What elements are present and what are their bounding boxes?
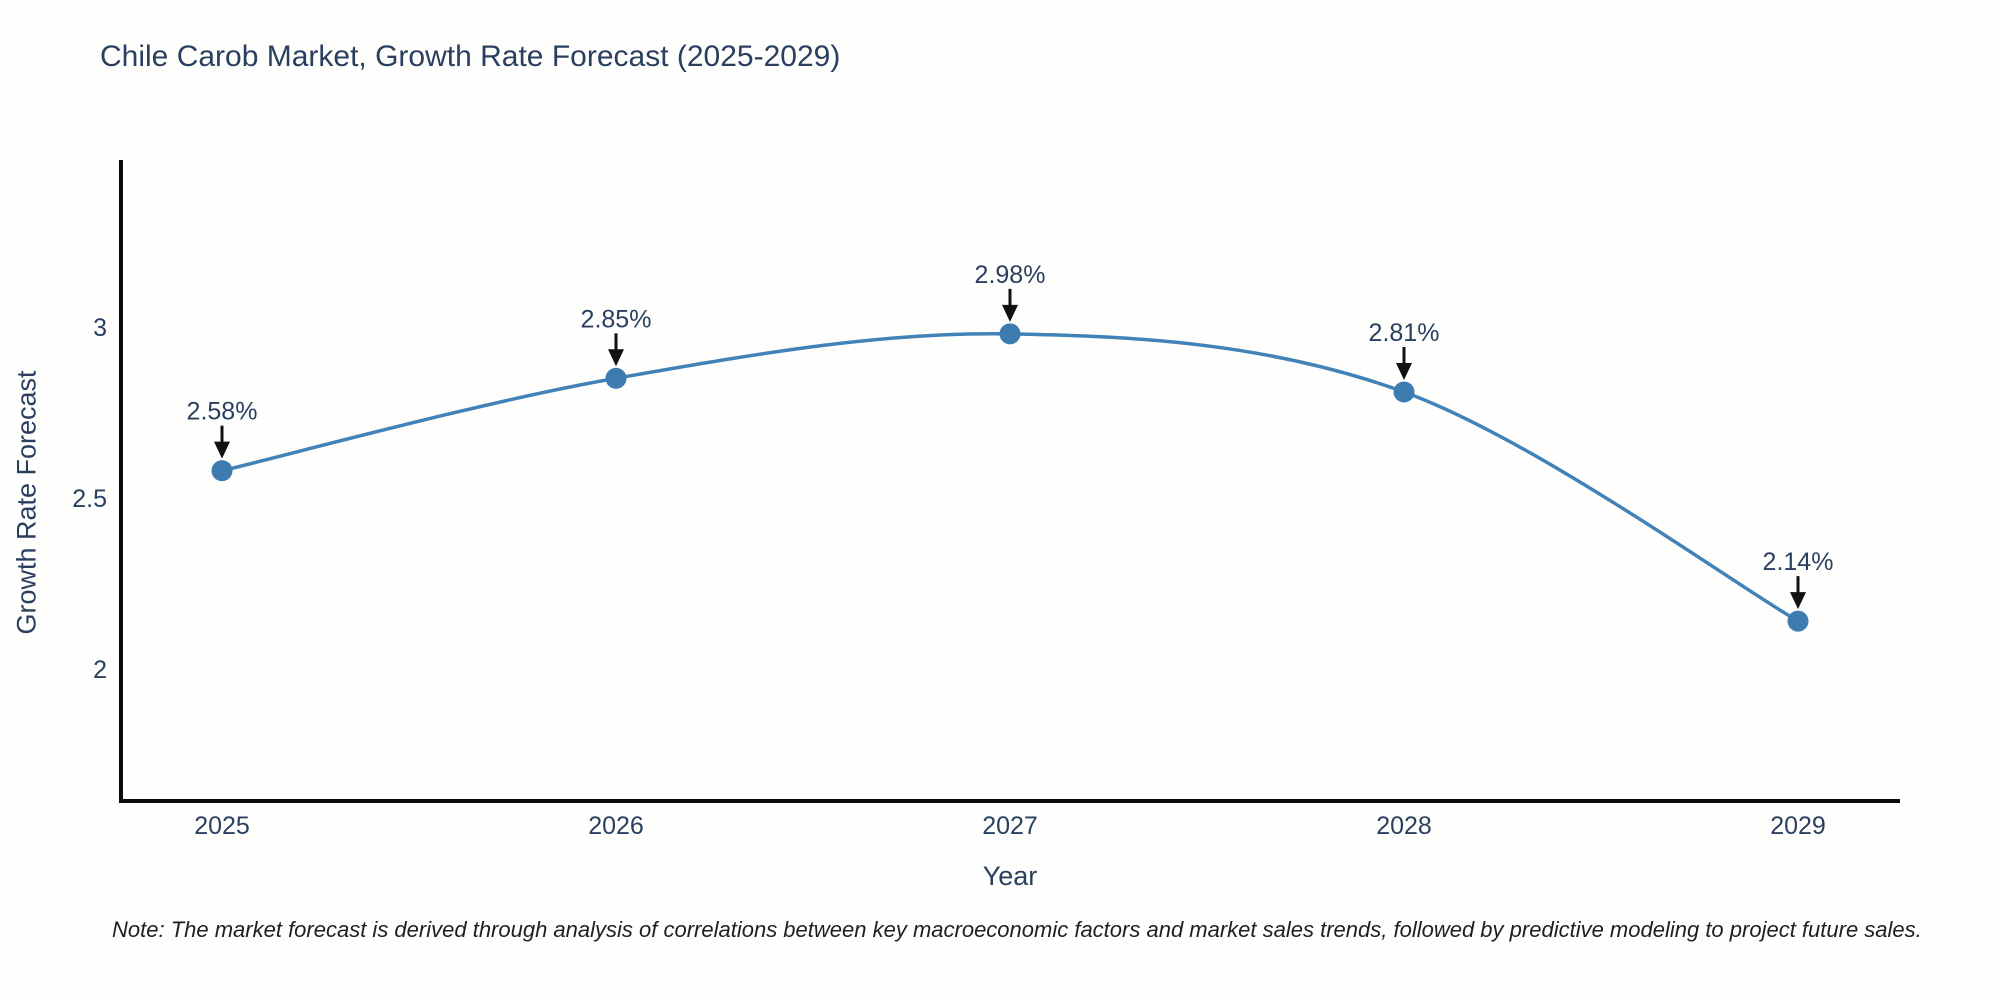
annotation-label: 2.98% xyxy=(975,261,1046,289)
annotation-label: 2.85% xyxy=(581,305,652,333)
x-tick-label: 2029 xyxy=(1770,812,1826,840)
data-point-marker xyxy=(1787,610,1809,632)
x-tick-label: 2027 xyxy=(982,812,1038,840)
trend-line xyxy=(221,331,1799,623)
annotation-arrow-head xyxy=(1002,304,1018,322)
y-tick-label: 3 xyxy=(93,314,107,342)
chart-title: Chile Carob Market, Growth Rate Forecast… xyxy=(100,40,841,73)
annotation-arrow-head xyxy=(608,349,624,367)
annotation-arrow-head xyxy=(1790,592,1806,610)
annotation-label: 2.14% xyxy=(1763,548,1834,576)
annotation-label: 2.58% xyxy=(187,398,258,426)
y-axis-title: Growth Rate Forecast xyxy=(11,370,42,635)
data-point-marker xyxy=(211,460,233,482)
footnote-text: Note: The market forecast is derived thr… xyxy=(112,917,1922,942)
x-tick-label: 2028 xyxy=(1376,812,1432,840)
x-axis-title: Year xyxy=(982,861,1038,891)
annotation-arrow-head xyxy=(1396,362,1412,380)
y-tick-label: 2.5 xyxy=(72,485,107,513)
x-tick-label: 2026 xyxy=(588,812,644,840)
y-axis-line xyxy=(119,160,123,803)
data-point-marker xyxy=(605,367,627,389)
annotation-arrow-head xyxy=(214,441,230,459)
annotation-label: 2.81% xyxy=(1369,319,1440,347)
data-point-marker xyxy=(1393,381,1415,403)
data-point-marker xyxy=(999,323,1021,345)
x-axis-line xyxy=(119,799,1900,803)
y-tick-label: 2 xyxy=(93,656,107,684)
x-tick-label: 2025 xyxy=(194,812,250,840)
